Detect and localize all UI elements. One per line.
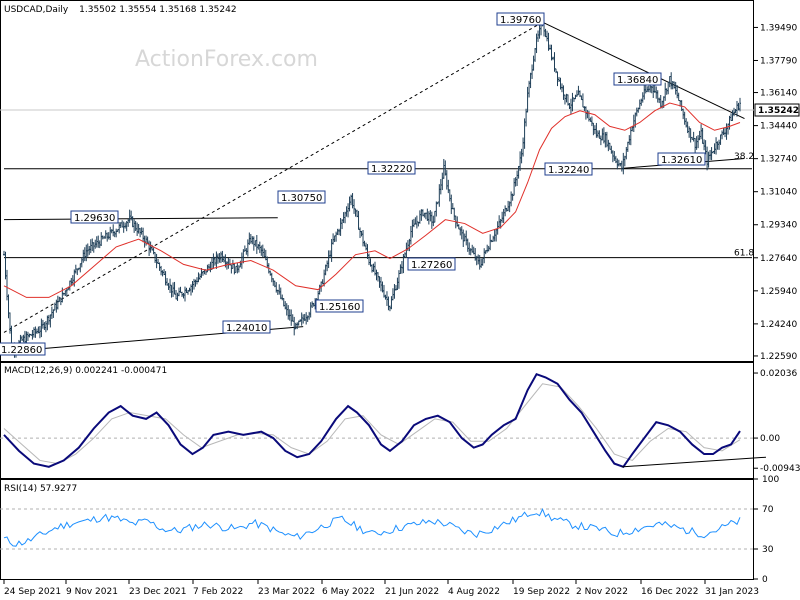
swing-label-box [315, 299, 364, 313]
x-tick-label: 19 Sep 2022 [513, 587, 570, 597]
rsi-title: RSI(14) 57.9277 [4, 484, 77, 494]
swing-label-text: 1.32610 [661, 155, 702, 166]
x-tick-label: 6 May 2022 [322, 587, 375, 597]
swing-label-text: 1.39760 [500, 15, 541, 26]
rsi-tick-label: 30 [762, 545, 774, 555]
x-tick-label: 9 Nov 2021 [66, 587, 118, 597]
swing-label-3: 1.30750 [277, 190, 326, 204]
current-price-box [754, 103, 800, 117]
x-tick-label: 4 Aug 2022 [448, 587, 500, 597]
swing-label-text: 1.30750 [281, 193, 322, 204]
rsi-line [3, 507, 741, 547]
swing-label-7: 1.39760 [496, 12, 545, 26]
price-tick-label: 1.22590 [760, 352, 797, 362]
swing-label-box [367, 161, 416, 175]
swing-label-text: 1.32240 [548, 165, 589, 176]
swing-label-text: 1.24010 [226, 323, 267, 334]
swing-label-box [657, 152, 706, 166]
price-tick-label: 1.29340 [760, 221, 797, 231]
macd-layer [0, 372, 767, 469]
price-panel-frame [0, 0, 754, 362]
swing-label-box [70, 210, 119, 224]
macd-tick-label: 0.02036 [760, 369, 797, 379]
swing-label-1: 1.29630 [70, 210, 119, 224]
trendline-1 [542, 21, 745, 120]
price-tick-label: 1.31040 [760, 188, 797, 198]
x-tick-label: 24 Sep 2021 [4, 587, 61, 597]
price-tick-label: 1.25940 [760, 287, 797, 297]
swing-label-text: 1.27260 [411, 260, 452, 271]
rsi-tick-label: 70 [762, 505, 774, 515]
swing-label-box [277, 190, 326, 204]
swing-label-box [0, 342, 46, 356]
swing-label-box [496, 12, 545, 26]
macd-title: MACD(12,26,9) 0.002241 -0.000471 [4, 366, 167, 376]
macd-line [3, 372, 741, 469]
swing-label-text: 1.25160 [319, 302, 360, 313]
x-tick-label: 31 Jan 2023 [705, 587, 759, 597]
macd-tick-label: 0.00 [760, 434, 780, 444]
swing-label-box [222, 320, 271, 334]
symbol-label: USDCAD,Daily [4, 5, 69, 15]
price-tick-label: 1.24240 [760, 320, 797, 330]
axis-layer: 1.39490 1.37790 1.36140 1.34440 1.32740 1.310… [3, 23, 800, 597]
swing-label-box [544, 162, 593, 176]
rsi-panel-frame [0, 479, 754, 580]
watermark: ActionForex.com [135, 47, 318, 72]
x-tick-label: 23 Mar 2022 [258, 587, 315, 597]
trendline-0 [3, 21, 543, 333]
fib-level-label-1: 61.8 [734, 249, 754, 259]
x-tick-label: 21 Jun 2022 [385, 587, 439, 597]
swing-label-text: 1.32220 [371, 164, 412, 175]
swing-label-8: 1.32240 [544, 162, 593, 176]
rsi-layer [0, 507, 754, 550]
swing-label-9: 1.36840 [613, 72, 662, 86]
price-tick-label: 1.37790 [760, 56, 797, 66]
price-tick-label: 1.36140 [760, 89, 797, 99]
macd-panel-frame [0, 362, 754, 479]
price-tick-label: 1.39490 [760, 23, 797, 33]
price-bar [739, 97, 741, 112]
macd-signal-line [3, 383, 741, 465]
symbol-title: USDCAD,Daily 1.35502 1.35554 1.35168 1.3… [4, 5, 237, 15]
price-layer: 38.2 61.8 1.22860 1.29630 1.24010 1.30750 1.25… [0, 12, 754, 358]
swing-label-0: 1.22860 [0, 342, 46, 356]
swing-label-10: 1.32610 [657, 152, 706, 166]
price-tick-label: 1.34440 [760, 122, 797, 132]
swing-label-text: 1.22860 [1, 345, 42, 356]
swing-label-5: 1.32220 [367, 161, 416, 175]
trendline-2 [3, 217, 278, 221]
rsi-tick-label: 100 [762, 475, 779, 485]
current-price-marker: 1.35242 [754, 103, 800, 117]
ohlc-values: 1.35502 1.35554 1.35168 1.35242 [79, 5, 236, 15]
x-tick-label: 23 Dec 2021 [129, 587, 187, 597]
swing-label-text: 1.29630 [74, 213, 115, 224]
macd-tick-label: -0.009438 [760, 464, 800, 474]
swing-label-box [407, 257, 456, 271]
rsi-tick-label: 0 [762, 575, 768, 585]
fib-level-label-0: 38.2 [734, 152, 754, 162]
x-tick-label: 2 Nov 2022 [576, 587, 628, 597]
x-tick-label: 16 Dec 2022 [641, 587, 699, 597]
price-tick-label: 1.32740 [760, 155, 797, 165]
swing-label-2: 1.24010 [222, 320, 271, 334]
x-tick-label: 7 Feb 2022 [193, 587, 243, 597]
moving-average-line [3, 102, 741, 298]
swing-label-text: 1.36840 [617, 75, 658, 86]
ohlc-bars [3, 18, 741, 358]
current-price-label: 1.35242 [758, 106, 799, 116]
macd-trendline [621, 456, 767, 468]
price-tick-label: 1.27640 [760, 254, 797, 264]
swing-label-6: 1.27260 [407, 257, 456, 271]
swing-label-box [613, 72, 662, 86]
swing-label-4: 1.25160 [315, 299, 364, 313]
